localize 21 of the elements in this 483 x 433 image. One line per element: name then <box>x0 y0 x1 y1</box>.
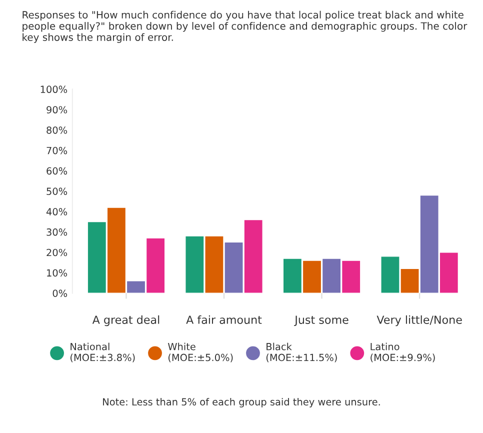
legend-label: White (MOE:±5.0%) <box>168 342 233 362</box>
chart-title: Responses to "How much confidence do you have that local police treat black and white people equally?" broken down by level of confidence and demographic groups. The color key shows the margin of error. <box>22 10 468 43</box>
text: Note: Less than 5% of each group said they were unsure. <box>103 398 380 408</box>
y-tick-label: 90% <box>46 106 68 114</box>
x-tick-label: Very little/None <box>376 315 462 326</box>
x-tick-label: A fair amount <box>186 315 262 324</box>
legend-label: Latino (MOE:±9.9%) <box>370 342 435 362</box>
y-tick-label: 40% <box>46 208 68 216</box>
legend-label: National (MOE:±3.8%) <box>70 342 135 362</box>
x-tick-label: A great deal <box>92 315 160 326</box>
y-tick-label: 10% <box>47 269 68 277</box>
y-tick-label: 30% <box>46 228 68 236</box>
y-tick-label: 20% <box>46 248 68 256</box>
y-tick-label: 60% <box>46 167 68 175</box>
y-tick-label: 0% <box>52 290 68 297</box>
y-tick-label: 70% <box>46 146 68 154</box>
y-tick-label: 80% <box>46 126 68 134</box>
x-tick-label: Just some <box>294 316 348 326</box>
y-tick-label: 50% <box>46 188 68 195</box>
legend-label: Black (MOE:±11.5%) <box>266 342 337 362</box>
y-tick-label: 100% <box>40 86 68 94</box>
